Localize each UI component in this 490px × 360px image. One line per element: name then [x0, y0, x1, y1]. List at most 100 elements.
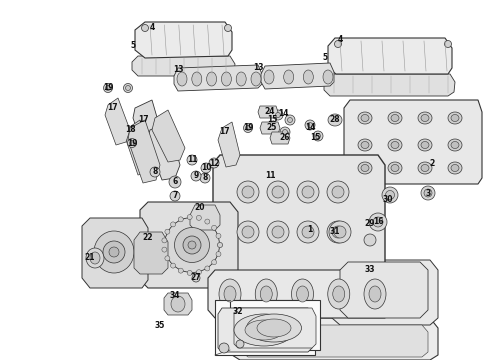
- Ellipse shape: [218, 243, 222, 248]
- Ellipse shape: [165, 229, 170, 234]
- Polygon shape: [340, 262, 428, 318]
- Ellipse shape: [234, 314, 294, 346]
- Polygon shape: [208, 270, 390, 318]
- Text: 21: 21: [85, 253, 95, 262]
- Polygon shape: [260, 122, 280, 134]
- Ellipse shape: [205, 219, 210, 224]
- Polygon shape: [174, 65, 262, 91]
- Ellipse shape: [335, 40, 342, 48]
- Polygon shape: [324, 74, 455, 96]
- Text: 14: 14: [278, 109, 288, 118]
- Polygon shape: [270, 132, 290, 144]
- Ellipse shape: [245, 126, 250, 130]
- Ellipse shape: [272, 186, 284, 198]
- Text: 11: 11: [187, 156, 197, 165]
- Ellipse shape: [109, 247, 119, 257]
- Polygon shape: [218, 308, 312, 352]
- Ellipse shape: [391, 114, 399, 122]
- Ellipse shape: [212, 225, 217, 230]
- Text: 34: 34: [170, 291, 180, 300]
- Ellipse shape: [260, 286, 272, 302]
- Polygon shape: [234, 308, 316, 348]
- Ellipse shape: [297, 181, 319, 203]
- Polygon shape: [133, 100, 165, 162]
- Ellipse shape: [418, 162, 432, 174]
- Ellipse shape: [448, 112, 462, 124]
- Ellipse shape: [272, 226, 284, 238]
- Polygon shape: [135, 22, 232, 58]
- Text: 33: 33: [365, 266, 375, 274]
- Ellipse shape: [242, 186, 254, 198]
- Ellipse shape: [421, 114, 429, 122]
- Ellipse shape: [178, 268, 183, 273]
- Text: 6: 6: [172, 177, 178, 186]
- Ellipse shape: [297, 221, 319, 243]
- Ellipse shape: [150, 167, 160, 177]
- Ellipse shape: [328, 114, 342, 126]
- Polygon shape: [218, 122, 240, 167]
- Ellipse shape: [201, 163, 211, 173]
- Text: 5: 5: [130, 41, 136, 50]
- Ellipse shape: [123, 84, 132, 93]
- Text: 19: 19: [103, 84, 113, 93]
- Ellipse shape: [418, 112, 432, 124]
- Ellipse shape: [369, 213, 387, 231]
- Ellipse shape: [358, 112, 372, 124]
- Text: 22: 22: [143, 234, 153, 243]
- Ellipse shape: [187, 155, 197, 165]
- Ellipse shape: [391, 165, 399, 171]
- Ellipse shape: [218, 243, 222, 248]
- Ellipse shape: [216, 252, 221, 257]
- Ellipse shape: [361, 114, 369, 122]
- Text: 3: 3: [425, 189, 431, 198]
- Polygon shape: [213, 155, 385, 275]
- Ellipse shape: [327, 221, 349, 243]
- Polygon shape: [152, 110, 185, 162]
- Text: 17: 17: [138, 116, 148, 125]
- Text: 35: 35: [155, 320, 165, 329]
- Ellipse shape: [329, 221, 351, 243]
- Ellipse shape: [421, 186, 435, 200]
- Text: 5: 5: [322, 54, 327, 63]
- Text: 32: 32: [233, 307, 243, 316]
- Ellipse shape: [418, 139, 432, 151]
- Ellipse shape: [388, 139, 402, 151]
- Polygon shape: [134, 232, 168, 274]
- Text: 10: 10: [201, 163, 211, 172]
- Ellipse shape: [303, 70, 313, 84]
- Ellipse shape: [129, 140, 134, 145]
- Ellipse shape: [332, 226, 344, 238]
- Ellipse shape: [373, 217, 383, 227]
- Ellipse shape: [216, 233, 221, 238]
- Polygon shape: [332, 260, 438, 325]
- Text: 15: 15: [310, 134, 320, 143]
- Ellipse shape: [364, 279, 386, 309]
- Ellipse shape: [361, 165, 369, 171]
- Text: 18: 18: [124, 126, 135, 135]
- Ellipse shape: [257, 319, 291, 337]
- Ellipse shape: [382, 187, 398, 203]
- Ellipse shape: [388, 162, 402, 174]
- Ellipse shape: [86, 248, 104, 268]
- Ellipse shape: [242, 226, 254, 238]
- Ellipse shape: [264, 70, 274, 84]
- Polygon shape: [190, 205, 220, 230]
- Ellipse shape: [246, 314, 301, 342]
- Text: 24: 24: [265, 108, 275, 117]
- Text: 31: 31: [330, 228, 340, 237]
- Ellipse shape: [224, 286, 236, 302]
- Ellipse shape: [292, 279, 314, 309]
- Ellipse shape: [103, 84, 113, 93]
- Ellipse shape: [219, 343, 229, 353]
- Ellipse shape: [192, 72, 202, 86]
- Ellipse shape: [251, 72, 261, 86]
- Ellipse shape: [280, 127, 290, 137]
- Ellipse shape: [448, 139, 462, 151]
- Polygon shape: [242, 325, 428, 357]
- Text: 26: 26: [280, 134, 290, 143]
- Text: 8: 8: [152, 167, 158, 176]
- Ellipse shape: [236, 72, 246, 86]
- Ellipse shape: [162, 247, 167, 252]
- Text: 9: 9: [194, 171, 198, 180]
- Ellipse shape: [275, 112, 280, 117]
